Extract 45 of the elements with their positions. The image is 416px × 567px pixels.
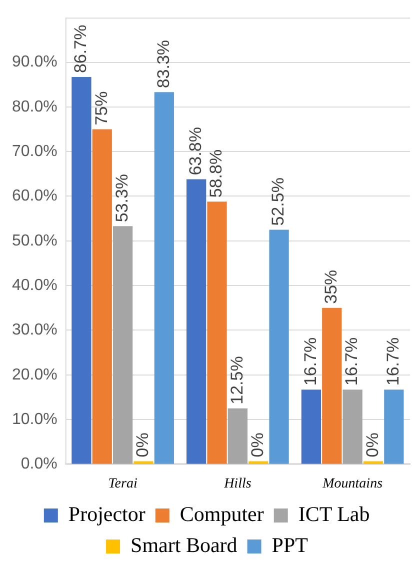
legend-label: PPT [272, 533, 308, 558]
data-label: 12.5% [227, 356, 246, 404]
legend-label: Smart Board [130, 533, 238, 558]
y-tick-label: 0.0% [20, 456, 58, 473]
data-label: 63.8% [186, 127, 206, 176]
bar [269, 230, 289, 464]
data-label: 52.5% [268, 178, 288, 226]
data-label: 83.3% [154, 40, 173, 88]
y-tick-label: 90.0% [12, 54, 58, 71]
data-label: 86.7% [71, 24, 90, 73]
y-tick-label: 50.0% [12, 232, 58, 250]
data-label: 0% [248, 432, 268, 458]
data-label: 53.3% [112, 174, 132, 222]
bar [228, 408, 248, 464]
x-tick-label: Terai [108, 476, 138, 492]
y-tick-label: 80.0% [12, 98, 58, 116]
bar [186, 179, 206, 464]
y-tick-label: 70.0% [12, 142, 58, 160]
data-label: 0% [133, 432, 152, 458]
data-label: 16.7% [342, 337, 362, 386]
data-label: 58.8% [206, 149, 226, 198]
legend-label: ICT Lab [298, 502, 370, 526]
bar [72, 77, 92, 464]
x-tick-label: Mountains [322, 476, 384, 492]
y-tick-label: 20.0% [12, 366, 58, 384]
data-label: 0% [362, 432, 382, 458]
y-tick-label: 30.0% [12, 322, 58, 339]
data-label: 35% [322, 270, 341, 304]
bar [92, 129, 112, 464]
data-label: 16.7% [300, 337, 320, 386]
legend-label: Computer [180, 502, 264, 526]
bar [322, 308, 342, 464]
bar [301, 390, 322, 464]
bar [112, 226, 133, 464]
legend-label: Projector [68, 502, 146, 526]
y-tick-label: 10.0% [12, 410, 58, 428]
bar [384, 390, 404, 464]
bar [154, 92, 174, 464]
x-tick-label: Hills [223, 476, 252, 492]
data-label: 75% [92, 91, 111, 126]
bar [207, 202, 227, 464]
bar [342, 390, 362, 464]
y-tick-label: 60.0% [12, 188, 58, 205]
y-tick-label: 40.0% [12, 276, 58, 294]
data-label: 16.7% [384, 337, 403, 386]
